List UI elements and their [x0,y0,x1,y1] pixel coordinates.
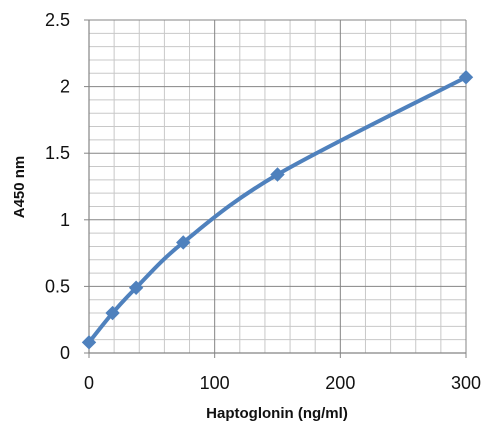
x-tick-labels: 0 100 200 300 [84,373,481,393]
x-tick-label: 300 [451,373,481,393]
data-point [81,335,97,350]
data-point [270,167,285,182]
y-tick-label: 2.5 [45,10,70,30]
x-axis-title: Haptoglonin (ng/ml) [206,405,348,422]
y-tick-label: 2 [60,77,70,97]
data-point [458,70,474,85]
y-tick-labels: 0 0.5 1 1.5 2 2.5 [45,10,70,363]
y-tick-label: 1 [60,210,70,230]
data-point [128,280,144,295]
x-tick-label: 200 [325,373,355,393]
series-line [87,75,468,345]
grid-major [89,19,467,353]
series-layer [81,70,474,350]
x-tick-label: 100 [200,373,230,393]
y-tick-label: 1.5 [45,143,70,163]
x-tick-label: 0 [84,373,94,393]
grid-minor [89,20,466,353]
data-point [105,305,120,321]
y-tick-label: 0 [60,343,70,363]
axes [84,19,467,358]
y-axis-title: A450 nm [11,156,28,219]
data-point [176,235,191,250]
y-tick-label: 0.5 [45,276,70,296]
